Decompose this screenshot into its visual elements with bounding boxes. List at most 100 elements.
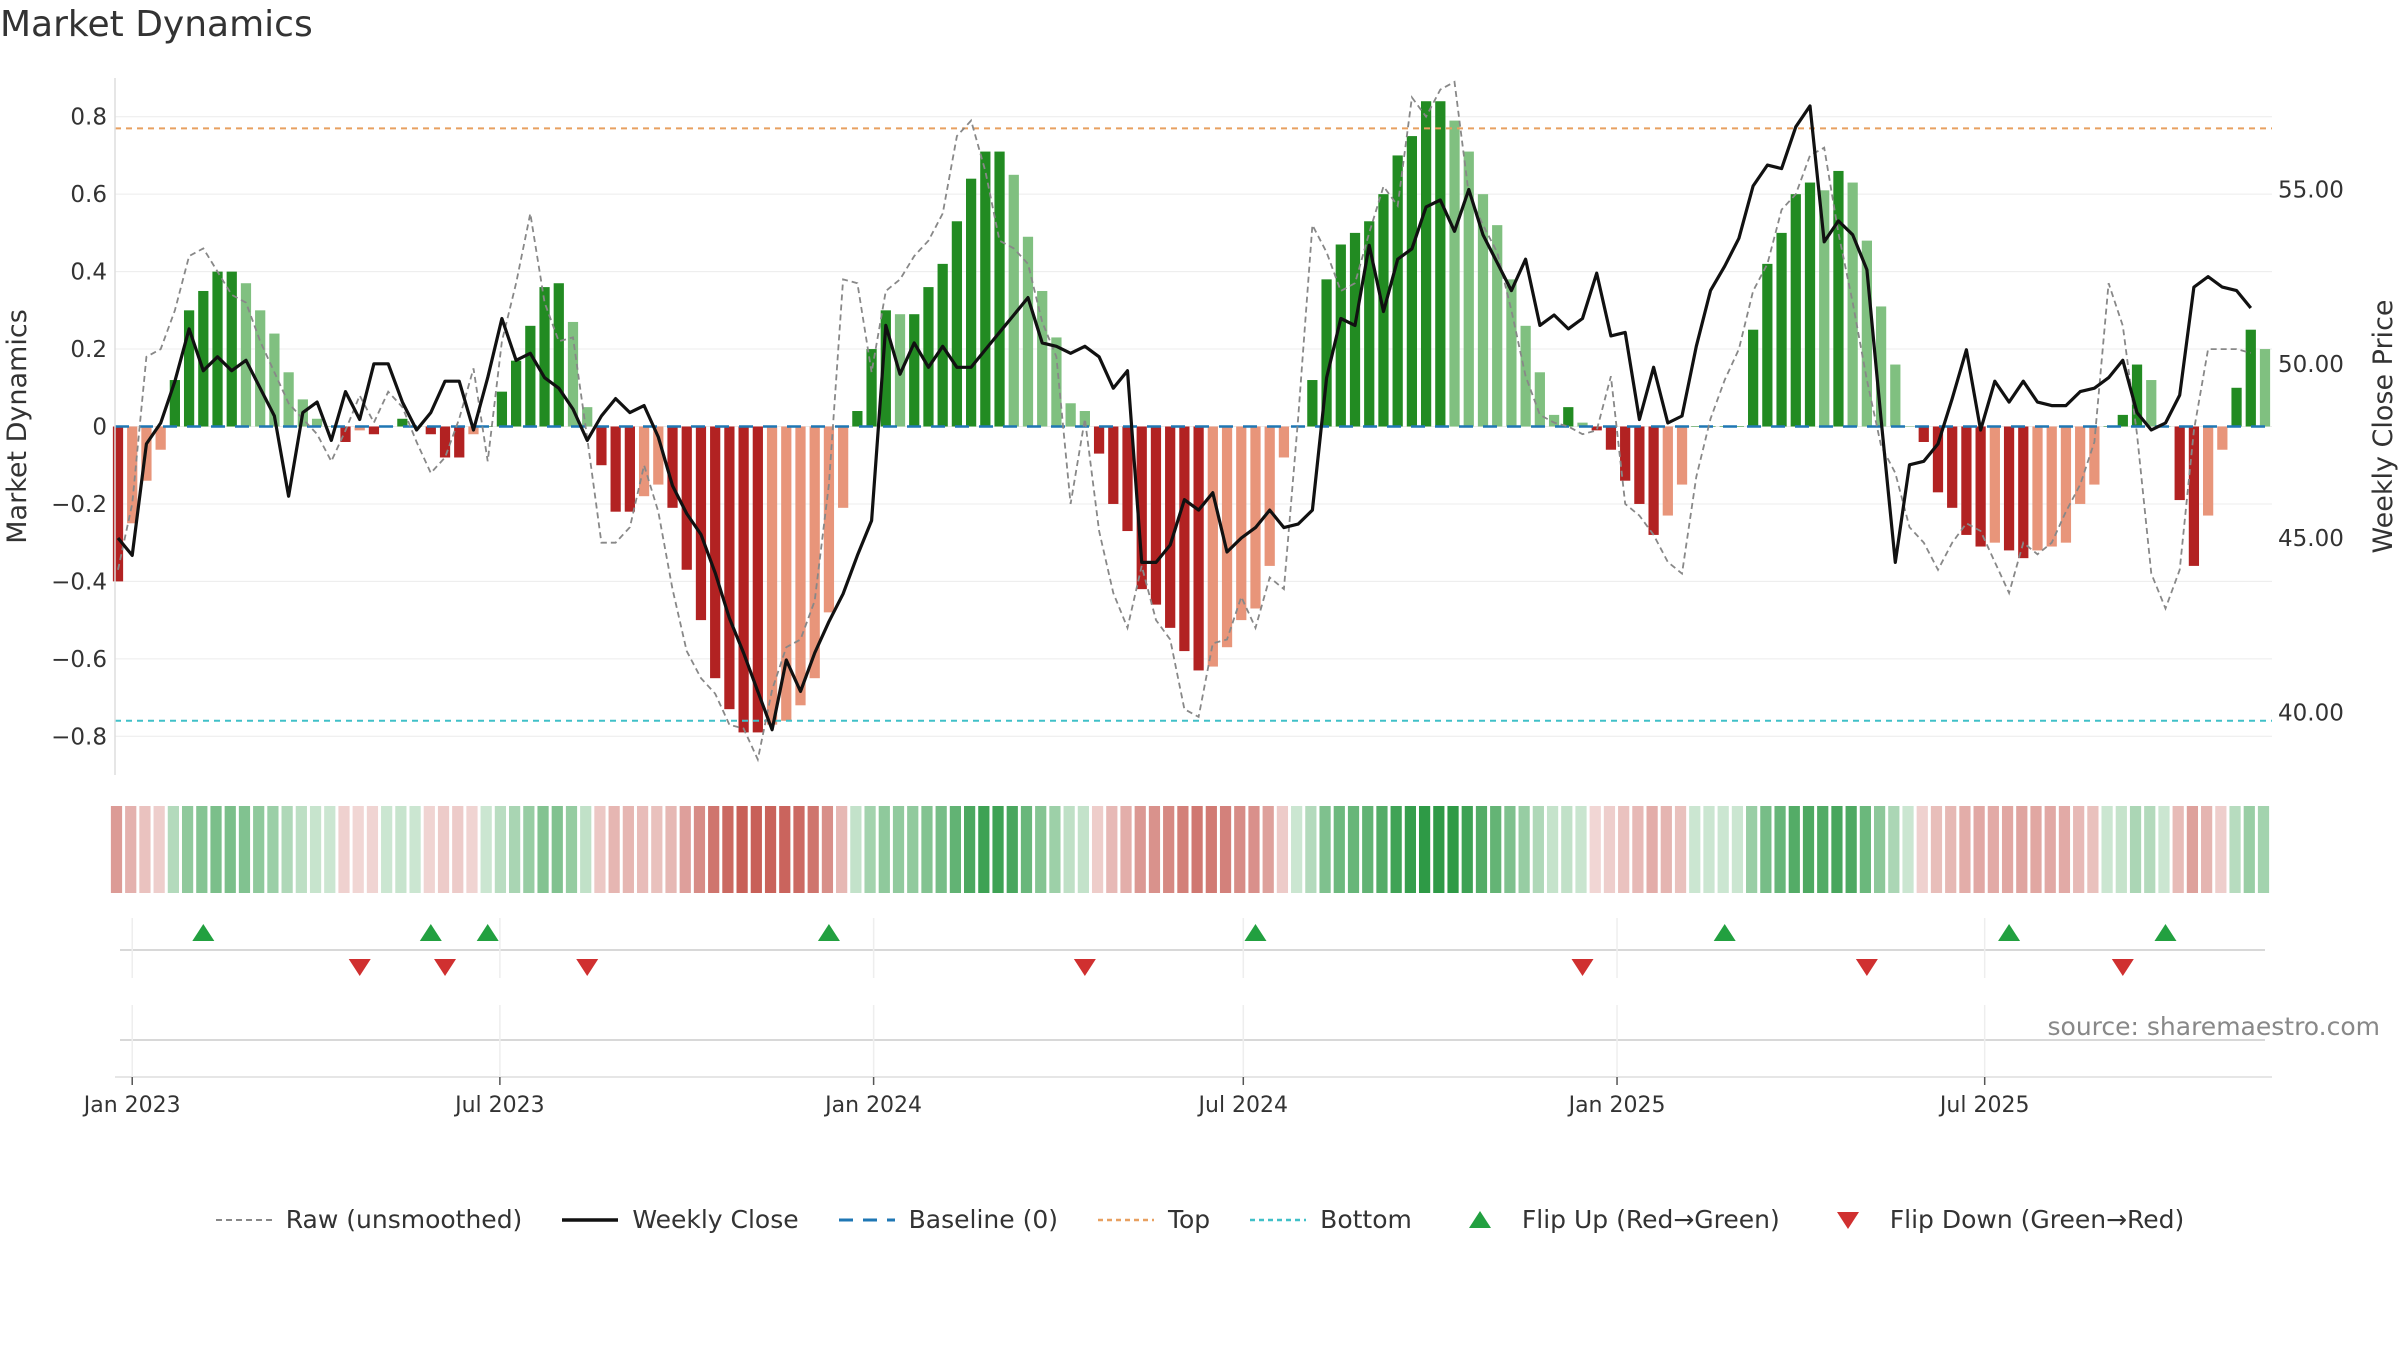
raw-unsmoothed-line xyxy=(117,80,2252,763)
flip-markers-panel xyxy=(120,918,2265,978)
dynamics-bar xyxy=(1435,101,1446,427)
heat-cell xyxy=(480,806,492,893)
dynamics-bar xyxy=(994,151,1005,427)
heat-cell xyxy=(2016,806,2028,893)
dynamics-bar xyxy=(397,418,408,427)
heat-cell xyxy=(764,806,777,893)
dynamics-bar xyxy=(695,426,707,621)
dynamics-bar xyxy=(311,418,323,427)
dynamics-bar xyxy=(2075,426,2086,504)
dynamics-bar xyxy=(1392,155,1403,427)
heat-cell xyxy=(1291,806,1303,893)
heat-cell xyxy=(2044,806,2056,893)
heat-cell xyxy=(693,806,706,893)
x-tick-label: Jan 2023 xyxy=(82,1093,181,1118)
dynamics-bar xyxy=(2089,426,2100,485)
dynamics-bar xyxy=(2003,426,2015,551)
dynamics-bar xyxy=(1122,426,1133,532)
dashed-gray-line-icon xyxy=(215,1218,272,1221)
dynamics-bar xyxy=(155,426,166,450)
dynamics-bar xyxy=(838,426,849,508)
heat-cell xyxy=(1020,806,1033,893)
dynamics-bar xyxy=(354,426,365,431)
heat-cell xyxy=(1845,806,1857,893)
heat-cell xyxy=(1746,806,1758,893)
empty-bottom-panel xyxy=(115,1005,2272,1078)
dynamics-bar xyxy=(1833,170,1844,427)
flip-up-marker xyxy=(817,924,840,941)
flip-down-marker xyxy=(1073,959,1096,976)
dotted-orange-line-icon xyxy=(1097,1218,1154,1221)
heat-cell xyxy=(1077,806,1089,893)
heat-cell xyxy=(1831,806,1843,893)
market-dynamics-chart: 0.8 0.6 0.4 0.2 0 −0.2 −0.4 −0.6 −0.8 55.00 50.00 4… xyxy=(2,78,2399,1118)
heat-cell xyxy=(921,806,933,893)
flip-up-marker xyxy=(419,924,442,941)
heat-cell xyxy=(1916,806,1928,893)
dynamics-bar xyxy=(1108,426,1119,504)
y-right-tick-label: 40.00 xyxy=(2278,700,2344,726)
heat-cell xyxy=(1731,806,1744,893)
y-left-tick-label: −0.4 xyxy=(51,569,107,595)
heat-cell xyxy=(253,806,265,893)
y-left-axis-label: Market Dynamics xyxy=(2,309,33,544)
legend-item: Bottom xyxy=(1250,1205,1412,1234)
heat-cell xyxy=(1546,806,1559,893)
chart-title: Market Dynamics xyxy=(0,4,313,45)
dynamics-bar xyxy=(2188,426,2200,566)
y-left-tick-label: 0.6 xyxy=(70,182,107,208)
flip-up-marker xyxy=(1713,924,1736,941)
dynamics-bar xyxy=(539,287,550,427)
heat-cell xyxy=(736,806,748,893)
heat-cell xyxy=(978,806,990,893)
dynamics-bar xyxy=(1406,136,1418,427)
dynamics-bar xyxy=(1051,337,1062,427)
x-axis: Jan 2023 Jul 2023 Jan 2024 Jul 2024 Jan 2025… xyxy=(82,1077,2030,1118)
heat-cell xyxy=(281,806,293,893)
heat-cell xyxy=(2144,806,2156,893)
dynamics-bar xyxy=(1236,426,1247,621)
heat-cell xyxy=(509,806,521,893)
flip-down-marker xyxy=(2111,959,2134,976)
dynamics-bar xyxy=(553,283,564,427)
dynamics-bar xyxy=(1278,426,1290,458)
heat-cell xyxy=(2058,806,2071,893)
heat-cell xyxy=(1518,806,1530,893)
heat-cell xyxy=(580,806,592,893)
heat-cell xyxy=(1774,806,1786,893)
heat-cell xyxy=(1532,806,1544,893)
flip-down-marker xyxy=(1571,959,1594,976)
heat-cell xyxy=(665,806,677,893)
dynamics-bar xyxy=(1975,426,1986,547)
dynamics-bar xyxy=(724,426,735,710)
heat-cell xyxy=(2129,806,2142,893)
heat-cell xyxy=(1404,806,1416,893)
dynamics-bar xyxy=(1506,279,1517,427)
dynamics-bar xyxy=(425,426,436,435)
heat-cell xyxy=(864,806,876,893)
heat-cell xyxy=(2215,806,2227,893)
heat-cell xyxy=(1234,806,1246,893)
legend-item: Flip Down (Green→Red) xyxy=(1820,1205,2184,1234)
dynamics-bar xyxy=(852,411,863,427)
dynamics-bar xyxy=(909,314,920,427)
legend-item: Top xyxy=(1097,1205,1210,1234)
y-left-tick-label: 0.4 xyxy=(70,260,107,286)
heat-cell xyxy=(1120,806,1132,893)
heat-cell xyxy=(1959,806,1971,893)
legend-label: Weekly Close xyxy=(632,1205,799,1234)
reference-lines xyxy=(115,127,2272,722)
heat-cell xyxy=(551,806,563,893)
dynamics-bar xyxy=(439,426,451,458)
x-tick-label: Jul 2025 xyxy=(1938,1093,2030,1118)
heat-cell xyxy=(1163,806,1175,893)
heat-cell xyxy=(1148,806,1161,893)
dynamics-bar xyxy=(738,426,749,733)
triangle-up-icon xyxy=(1468,1210,1491,1228)
heat-cell xyxy=(992,806,1004,893)
heat-cell xyxy=(892,806,905,893)
heat-cell xyxy=(594,806,606,893)
dynamics-bar xyxy=(1250,426,1261,609)
dynamics-bar xyxy=(511,360,522,427)
heat-cell xyxy=(651,806,663,893)
